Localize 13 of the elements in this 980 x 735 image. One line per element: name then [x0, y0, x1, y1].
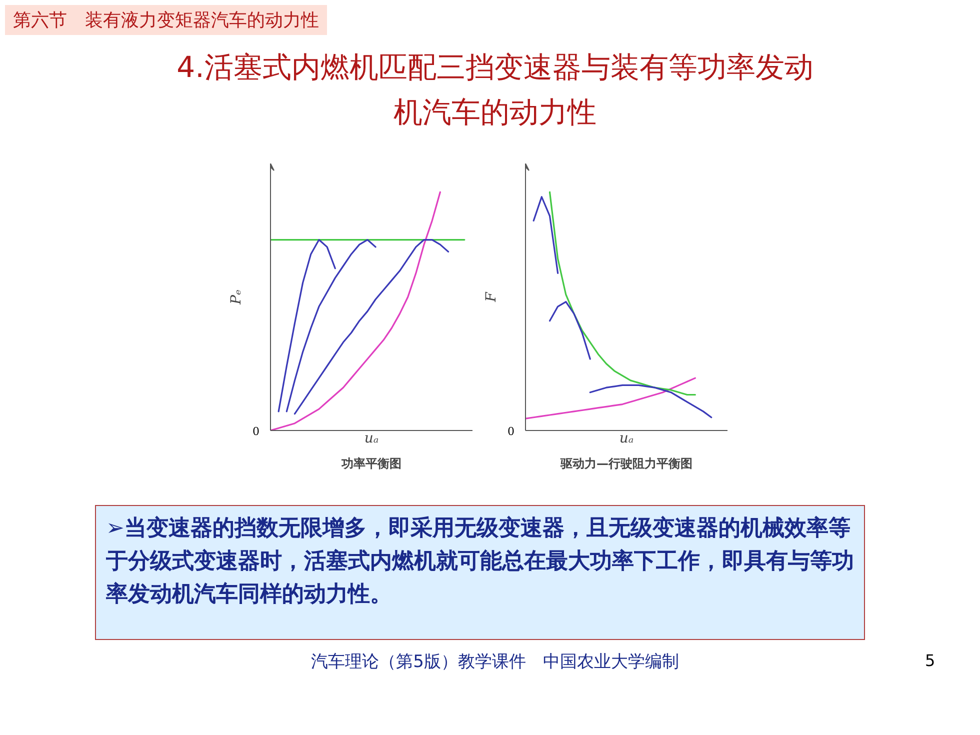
- text: 4.活塞式内燃机匹配三挡变速器与装有等功率发动机汽车的动力性: [176, 49, 814, 131]
- text: 5: [925, 650, 936, 672]
- text: ➢当变速器的挡数无限增多，即采用无级变速器，且无级变速器的机械效率等于分级式变速器时，活塞式内燃机就可能总在最大功率下工作，即具有与等功率发动机汽车同样的动力性。: [106, 514, 854, 609]
- text: 0: [252, 425, 260, 438]
- x-axis-title: uₐ: [619, 430, 634, 446]
- y-axis-title: F: [484, 290, 500, 303]
- x-axis-title: uₐ: [364, 430, 379, 446]
- text: 第六节 装有液力变矩器汽车的动力性: [13, 9, 319, 33]
- text: 驱动力—行驶阻力平衡图: [560, 456, 692, 470]
- text: 汽车理论（第5版）教学课件 中国农业大学编制: [311, 651, 679, 674]
- y-axis-title: Pₑ: [228, 290, 244, 306]
- text: 0: [508, 425, 514, 438]
- text: 功率平衡图: [340, 456, 402, 470]
